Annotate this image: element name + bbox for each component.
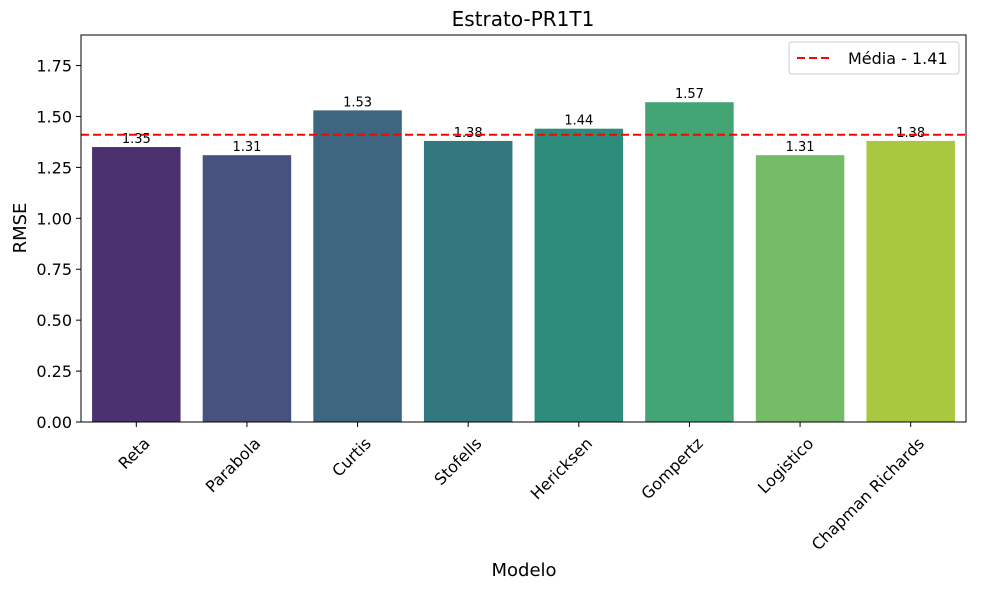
bar-hericksen: [534, 128, 624, 422]
bar-value-label: 1.38: [454, 126, 483, 141]
x-tick-label: Reta: [115, 434, 154, 473]
bar-curtis: [313, 110, 402, 422]
y-tick-label: 1.50: [36, 107, 72, 126]
y-tick-label: 0.75: [36, 260, 72, 279]
plot-frame: [80, 34, 967, 423]
x-tick-label: Parabola: [202, 434, 264, 496]
legend-label: Média - 1.41: [848, 49, 948, 68]
bar-value-label: 1.38: [896, 126, 925, 141]
bar-stofells: [423, 140, 513, 423]
y-tick-label: 1.00: [36, 209, 72, 228]
y-tick-label: 1.75: [36, 57, 72, 76]
y-axis: 0.00 0.25 0.50 0.75 1.00 1.25 1.50 1.75: [36, 57, 81, 432]
x-tick-label: Logistico: [754, 434, 817, 497]
y-tick-label: 0.50: [36, 311, 72, 330]
value-labels-group: 1.351.311.531.381.441.571.311.38: [122, 87, 925, 155]
x-tick-label: Chapman Richards: [808, 434, 928, 554]
x-axis: Reta Parabola Curtis Stofells Hericksen Gompe…: [115, 422, 928, 554]
y-tick-label: 1.25: [36, 158, 72, 177]
bar-value-label: 1.44: [564, 114, 593, 129]
bar-value-label: 1.53: [343, 95, 372, 110]
bar-gompertz: [645, 102, 734, 422]
x-tick-label: Curtis: [328, 434, 375, 481]
bar-reta: [92, 147, 181, 423]
bar-value-label: 1.31: [232, 140, 261, 155]
bar-chapman-richards: [866, 140, 955, 423]
chart-title: Estrato-PR1T1: [452, 7, 595, 31]
bar-parabola: [202, 155, 292, 422]
bar-value-label: 1.31: [786, 140, 815, 155]
x-tick-label: Gompertz: [637, 434, 706, 503]
legend-box: [788, 41, 960, 75]
y-tick-label: 0.00: [36, 413, 72, 432]
bar-logistico: [755, 155, 845, 422]
bar-value-label: 1.57: [675, 87, 704, 102]
x-axis-label: Modelo: [491, 560, 556, 581]
bars-group: [92, 102, 955, 423]
x-tick-label: Stofells: [430, 434, 485, 489]
y-axis-label: RMSE: [10, 203, 31, 254]
legend: Média - 1.41: [788, 41, 960, 75]
x-tick-label: Hericksen: [527, 434, 596, 503]
y-tick-label: 0.25: [36, 362, 72, 381]
